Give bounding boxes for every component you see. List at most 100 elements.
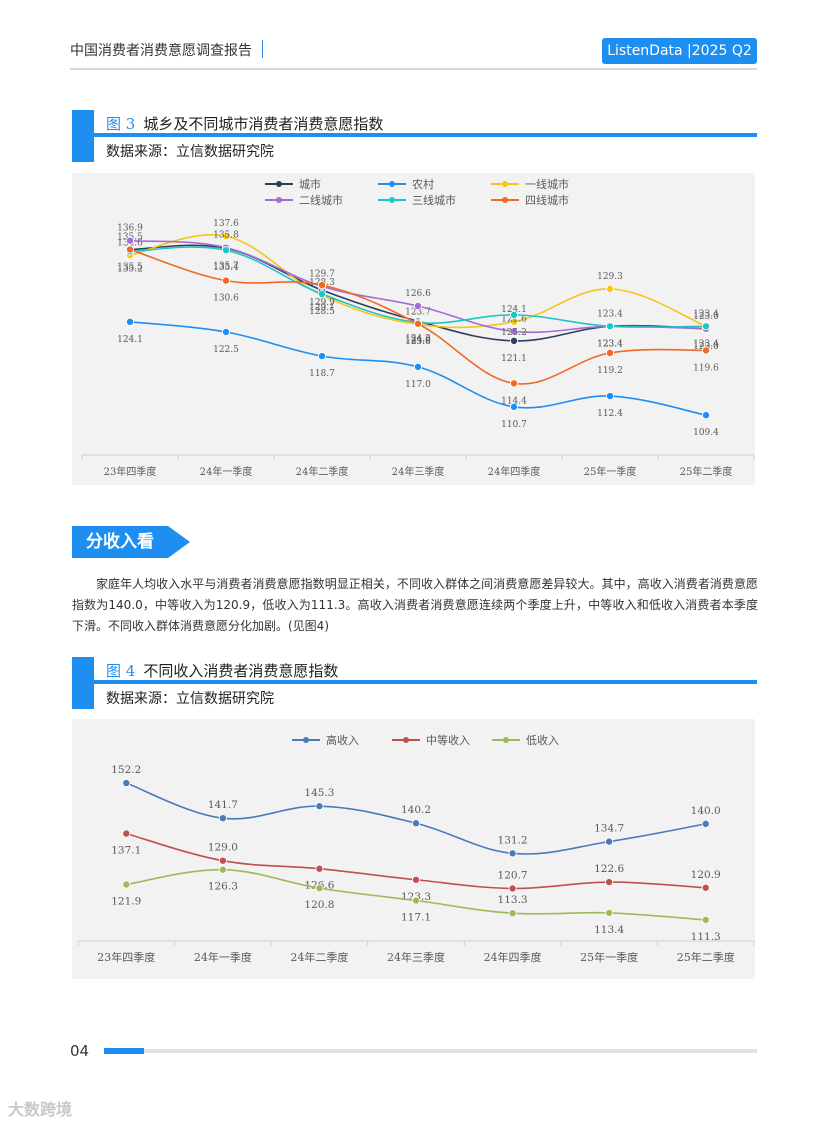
legend-label: 农村 (412, 177, 434, 191)
data-point (315, 802, 324, 811)
data-label: 135.8 (213, 231, 239, 241)
legend-swatch-marker (389, 197, 395, 203)
data-point (126, 317, 135, 326)
figure4-heading: 图 4 不同收入消费者消费意愿指数 数据来源：立信数据研究院 (72, 657, 757, 709)
data-point (315, 864, 324, 873)
data-point (218, 865, 227, 874)
x-tick-label: 23年四季度 (97, 950, 155, 964)
data-label: 123.4 (693, 339, 719, 349)
data-label: 135.2 (117, 264, 143, 274)
data-label: 140.2 (401, 804, 431, 816)
data-label: 123.4 (597, 339, 623, 349)
data-label: 122.6 (594, 863, 624, 875)
data-label: 123.7 (405, 307, 431, 317)
legend-swatch-marker (389, 181, 395, 187)
figure4-rule (94, 680, 757, 684)
figure4-title: 图 4 不同收入消费者消费意愿指数 (106, 660, 338, 681)
legend-label: 城市 (299, 177, 321, 191)
data-point (122, 829, 131, 838)
data-point (509, 336, 518, 345)
data-point (606, 348, 615, 357)
data-point (315, 884, 324, 893)
data-label: 124.1 (501, 305, 527, 315)
data-label: 117.1 (401, 912, 431, 924)
data-label: 119.6 (693, 363, 719, 373)
data-label: 121.1 (501, 354, 527, 364)
data-point (606, 322, 615, 331)
legend-swatch-marker (503, 737, 509, 743)
footer-progress (104, 1048, 144, 1054)
data-point (221, 276, 230, 285)
x-tick-label: 24年二季度 (296, 465, 349, 478)
data-point (508, 849, 517, 858)
data-point (702, 322, 711, 331)
data-label: 123.0 (693, 312, 719, 322)
figure4-title-text: 不同收入消费者消费意愿指数 (143, 662, 339, 680)
data-point (126, 236, 135, 245)
data-point (508, 909, 517, 918)
data-point (317, 281, 326, 290)
data-label: 134.7 (594, 823, 624, 835)
figure3-number: 图 3 (106, 115, 136, 133)
data-label: 112.4 (597, 409, 623, 419)
legend-label: 四线城市 (525, 193, 569, 207)
data-label: 135.5 (117, 263, 143, 273)
data-point (509, 402, 518, 411)
data-label: 129.0 (208, 842, 238, 854)
data-point (122, 779, 131, 788)
data-label: 130.6 (213, 294, 239, 304)
data-label: 122.6 (501, 314, 527, 324)
data-label: 123.8 (405, 337, 431, 347)
figure3-accent (72, 110, 94, 162)
data-label: 129.7 (309, 269, 335, 279)
data-point (509, 310, 518, 319)
x-tick-label: 24年三季度 (392, 465, 445, 478)
data-label: 141.7 (208, 799, 238, 811)
data-label: 117.0 (405, 380, 431, 390)
figure4-source: 数据来源：立信数据研究院 (106, 691, 274, 707)
data-label: 131.2 (498, 834, 528, 846)
data-label: 137.1 (111, 845, 141, 857)
data-label: 129.9 (309, 298, 335, 308)
data-label: 120.9 (691, 869, 721, 881)
data-label: 124.2 (405, 334, 431, 344)
data-label: 123.4 (597, 339, 623, 349)
data-label: 124.0 (405, 335, 431, 345)
data-point (605, 878, 614, 887)
figure3-rule (94, 133, 757, 137)
data-point (413, 362, 422, 371)
data-label: 121.9 (111, 895, 141, 907)
data-point (702, 346, 711, 355)
data-label: 120.7 (498, 869, 528, 881)
data-label: 122.5 (213, 345, 239, 355)
data-label: 135.7 (213, 261, 239, 271)
figure3-title: 图 3 城乡及不同城市消费者消费意愿指数 (106, 113, 383, 134)
data-point (317, 289, 326, 298)
data-label: 129.3 (597, 272, 623, 282)
data-point (218, 856, 227, 865)
data-label: 118.7 (309, 369, 335, 379)
legend-label: 一线城市 (525, 177, 569, 191)
legend-swatch-marker (403, 737, 409, 743)
data-label: 109.4 (693, 428, 719, 438)
legend-label: 中等收入 (426, 733, 470, 747)
data-label: 136.9 (117, 224, 143, 234)
x-tick-label: 23年四季度 (104, 465, 157, 478)
data-point (509, 327, 518, 336)
data-label: 137.6 (213, 219, 239, 229)
data-label: 123.4 (693, 309, 719, 319)
report-title: 中国消费者消费意愿调查报告 (70, 43, 252, 59)
header-divider (262, 40, 263, 58)
legend-label: 三线城市 (412, 193, 456, 207)
figure3-chart-panel: 23年四季度 24年一季度 24年二季度 24年三季度 24年四季度 25年一季度 25年二… (72, 173, 755, 485)
legend-label: 高收入 (326, 733, 359, 747)
data-label: 126.3 (208, 881, 238, 893)
figure3-chart: 23年四季度 24年一季度 24年二季度 24年三季度 24年四季度 25年一季度 25年二… (81, 177, 755, 478)
legend-swatch-marker (276, 181, 282, 187)
figure4-number: 图 4 (106, 662, 136, 680)
data-point (126, 245, 135, 254)
data-point (221, 246, 230, 255)
data-label: 113.4 (594, 924, 624, 936)
data-label: 129.1 (309, 303, 335, 313)
data-point (701, 883, 710, 892)
